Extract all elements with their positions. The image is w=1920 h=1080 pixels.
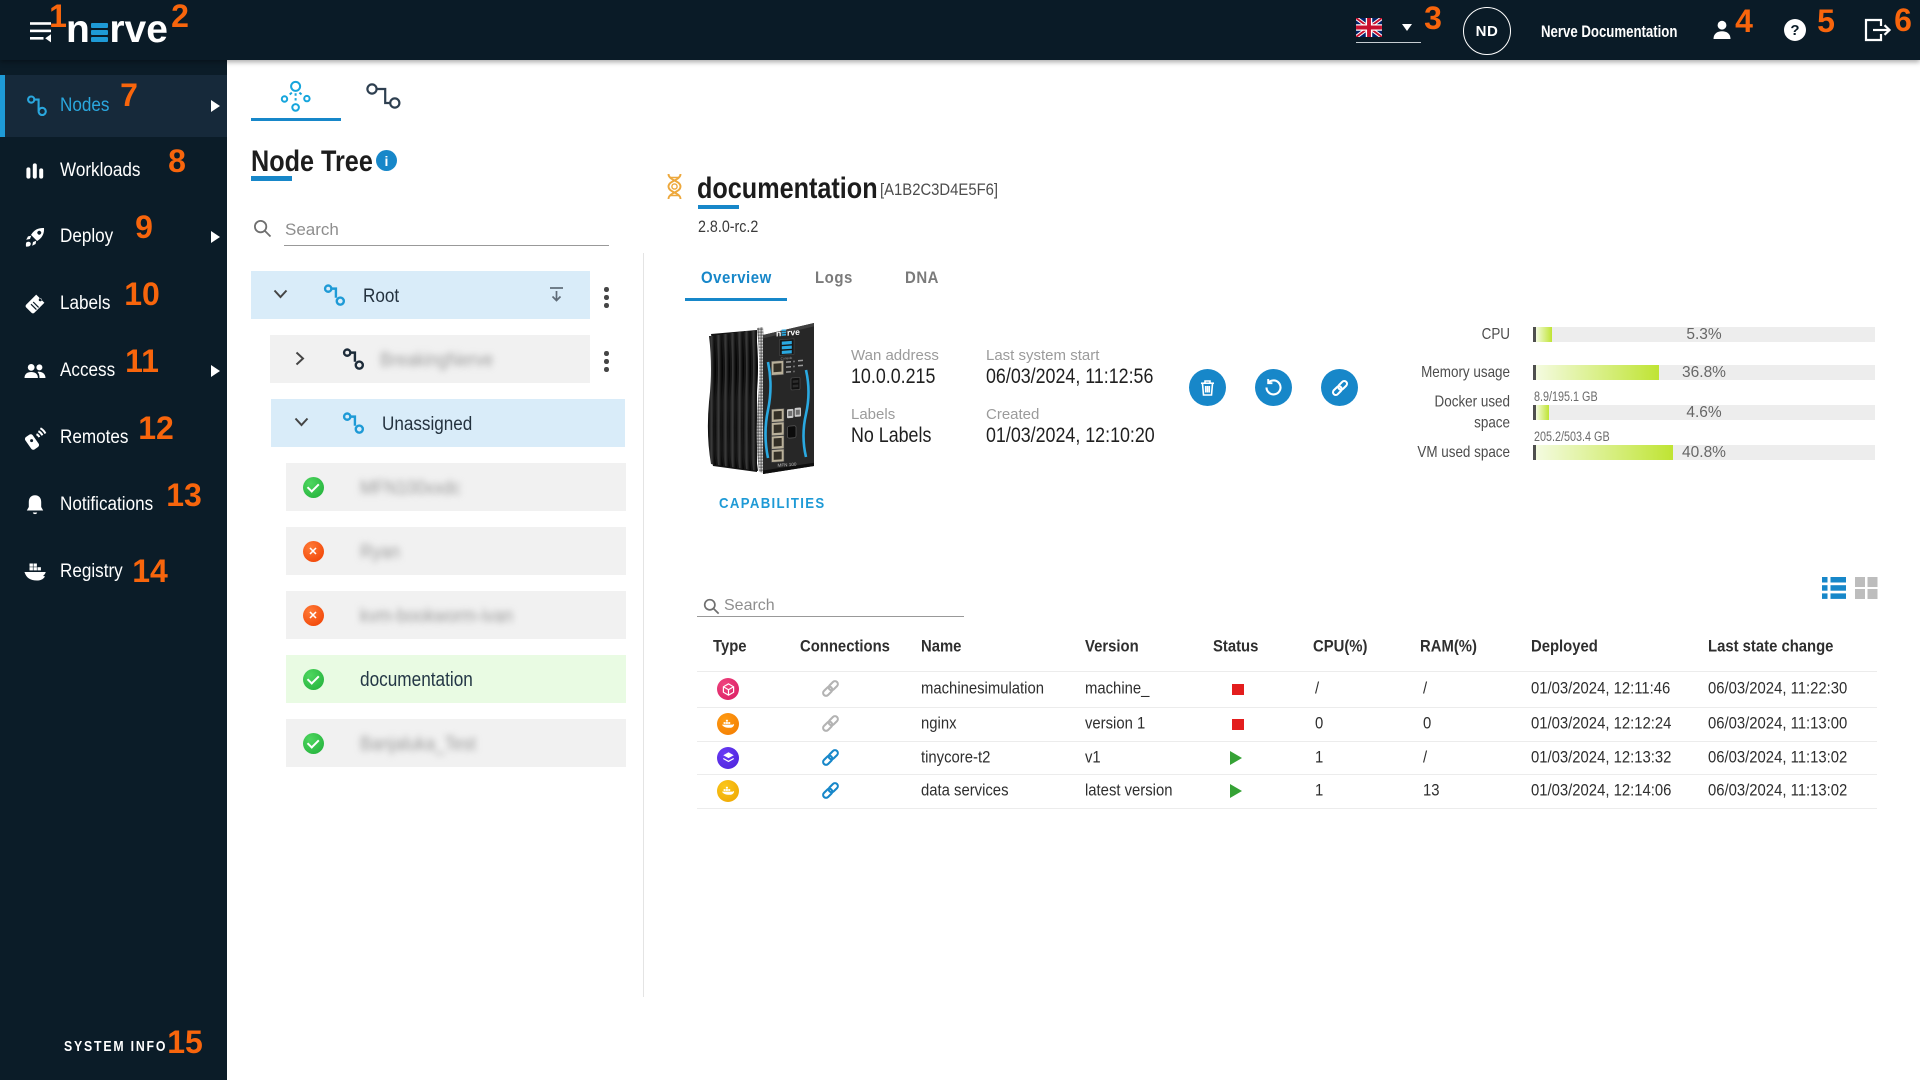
svg-text:rve: rve — [787, 327, 800, 338]
svg-text:n: n — [776, 328, 781, 338]
svg-text:Console: Console — [781, 356, 793, 361]
svg-text:MFN 100: MFN 100 — [778, 462, 797, 468]
